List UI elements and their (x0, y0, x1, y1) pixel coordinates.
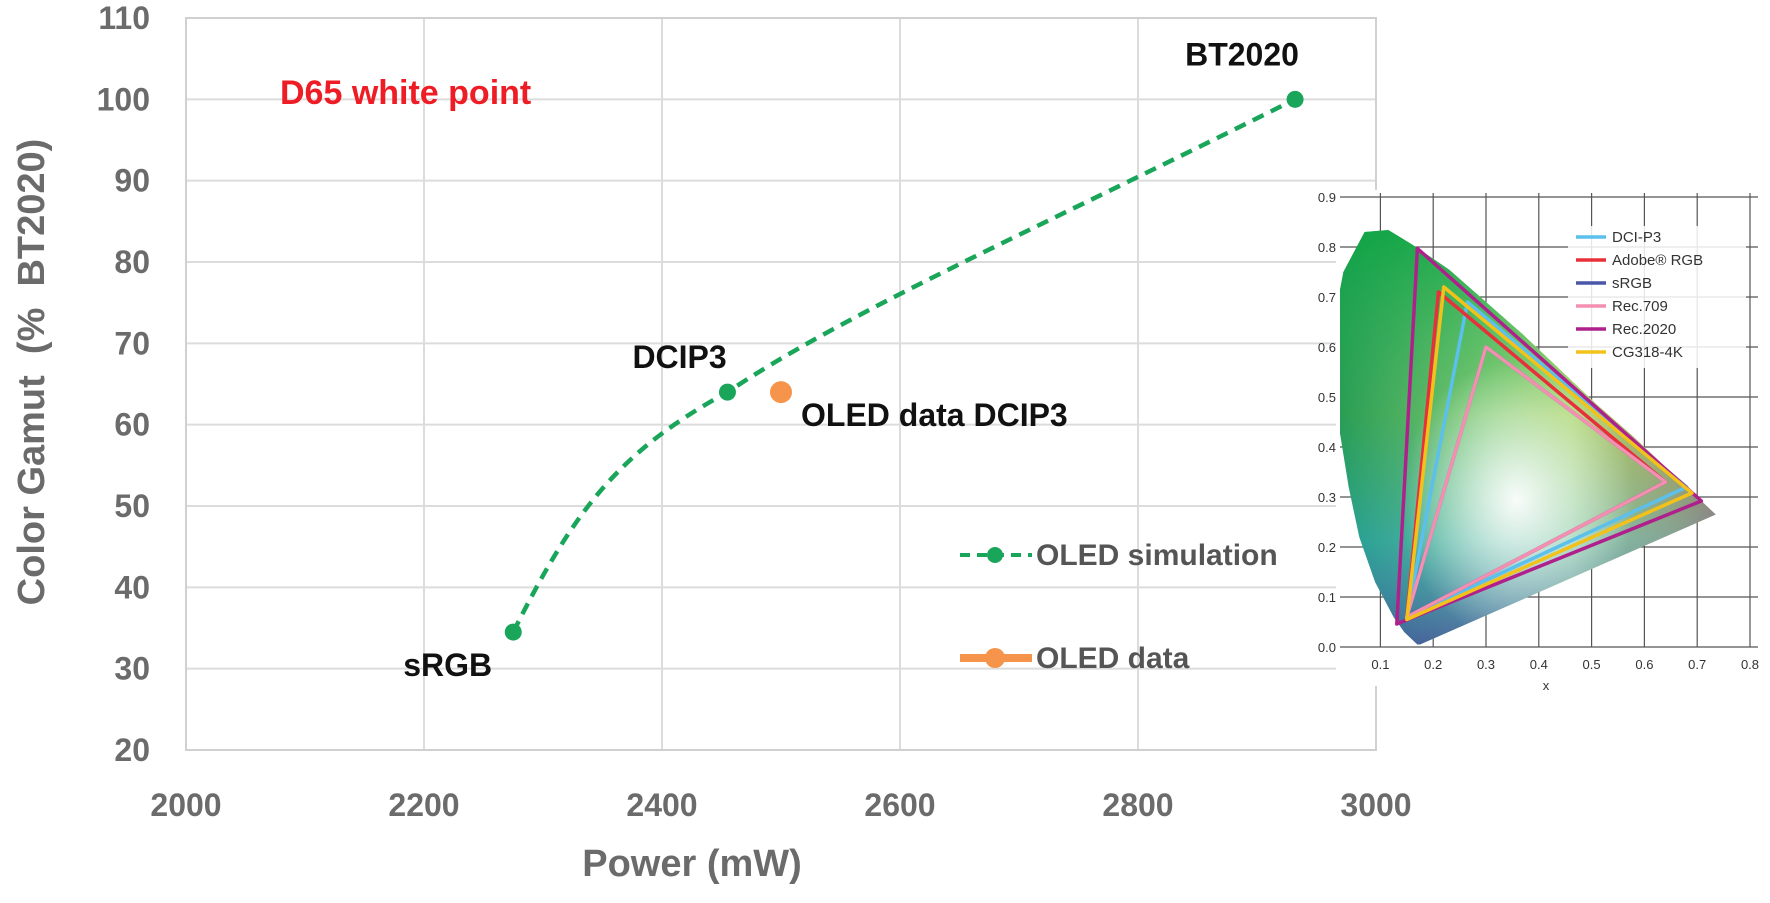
y-tick-labels: 20 30 40 50 60 70 80 90 100 110 (97, 0, 150, 768)
gamut-triangle (1405, 300, 1689, 619)
x-tick-label: 3000 (1340, 787, 1411, 823)
inset-y-tick-label: 0.7 (1318, 290, 1336, 305)
x-tick-labels: 2000 2200 2400 2600 2800 3000 (150, 787, 1411, 823)
inset-y-tick-label: 0.8 (1318, 240, 1336, 255)
d65-annotation: D65 white point (280, 74, 531, 112)
inset-legend-label: sRGB (1612, 275, 1652, 292)
y-tick-label: 40 (114, 569, 150, 605)
simulation-point (504, 623, 522, 641)
inset-legend-label: Rec.2020 (1612, 321, 1676, 338)
inset-x-tick-label: 0.3 (1477, 657, 1495, 672)
inset-x-tick-label: 0.4 (1530, 657, 1548, 672)
y-tick-label: 60 (114, 407, 150, 443)
inset-x-tick-label: 0.1 (1371, 657, 1389, 672)
legend: OLED simulation OLED data (960, 539, 1278, 675)
inset-y-tick-label: 0.9 (1318, 190, 1336, 205)
point-label: DCIP3 (632, 339, 726, 375)
y-tick-label: 110 (98, 0, 150, 36)
oled-data-point (770, 381, 792, 404)
inset-x-tick-label: 0.7 (1688, 657, 1706, 672)
point-label: BT2020 (1185, 36, 1299, 72)
inset-legend-label: DCI-P3 (1612, 229, 1661, 246)
x-tick-label: 2800 (1102, 787, 1173, 823)
inset-tick-labels: 0.0 0.1 0.2 0.3 0.4 0.5 0.6 0.7 0.8 0.9 0.1 0.2 0.3 0… (1318, 190, 1759, 672)
y-tick-label: 90 (114, 163, 150, 199)
gamut-triangle (1405, 285, 1694, 622)
legend-data-label: OLED data (1036, 642, 1190, 675)
simulation-point (718, 383, 736, 401)
y-tick-label: 20 (114, 732, 150, 768)
point-labels: sRGB DCIP3 BT2020 OLED data DCIP3 (403, 36, 1299, 683)
inset-x-tick-label: 0.2 (1424, 657, 1442, 672)
inset-legend-label: Adobe® RGB (1612, 252, 1703, 269)
y-tick-label: 100 (97, 81, 150, 117)
inset-y-tick-label: 0.2 (1318, 540, 1336, 555)
series-layer (504, 90, 1304, 641)
inset-y-tick-label: 0.1 (1318, 590, 1336, 605)
inset-gamut-triangles (1395, 246, 1704, 626)
point-label: OLED data DCIP3 (801, 397, 1068, 433)
gamut-triangle (1395, 246, 1704, 626)
simulation-point (1286, 90, 1304, 108)
inset-x-tick-label: 0.6 (1635, 657, 1653, 672)
inset-legend-label: Rec.709 (1612, 298, 1668, 315)
y-axis-title: Color Gamut (% BT2020) (11, 139, 53, 606)
point-label: sRGB (403, 647, 492, 683)
inset-legend: DCI-P3 Adobe® RGB sRGB Rec.709 Rec.2020 CG318… (1568, 226, 1746, 368)
gamut-triangle (1405, 345, 1668, 619)
cie-inset: 0.0 0.1 0.2 0.3 0.4 0.5 0.6 0.7 0.8 0.9 0.1 0.2 0.3 0… (1318, 190, 1759, 693)
x-tick-label: 2400 (626, 787, 697, 823)
inset-x-tick-label: 0.8 (1741, 657, 1759, 672)
x-tick-label: 2600 (864, 787, 935, 823)
y-tick-label: 80 (114, 244, 150, 280)
x-tick-label: 2200 (388, 787, 459, 823)
legend-data-marker (985, 648, 1005, 668)
legend-simulation-marker (987, 547, 1003, 563)
inset-x-tick-label: 0.5 (1583, 657, 1601, 672)
inset-y-tick-label: 0.6 (1318, 340, 1336, 355)
inset-legend-label: CG318-4K (1612, 344, 1683, 361)
inset-legend-box (1568, 226, 1746, 368)
x-tick-label: 2000 (150, 787, 221, 823)
y-tick-label: 50 (114, 488, 150, 524)
y-tick-label: 70 (114, 325, 150, 361)
y-tick-label: 30 (114, 651, 150, 687)
x-axis-title: Power (mW) (582, 843, 802, 885)
inset-y-tick-label: 0.4 (1318, 440, 1336, 455)
legend-simulation-label: OLED simulation (1036, 539, 1278, 572)
inset-y-tick-label: 0.5 (1318, 390, 1336, 405)
simulation-line (511, 97, 1297, 634)
inset-y-tick-label: 0.3 (1318, 490, 1336, 505)
inset-y-tick-label: 0.0 (1318, 640, 1336, 655)
inset-x-axis-title: x (1543, 678, 1550, 693)
